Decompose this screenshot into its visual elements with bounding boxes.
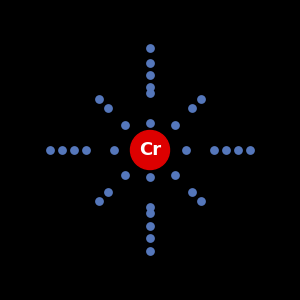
Point <box>48 148 53 152</box>
Point <box>199 97 203 101</box>
Circle shape <box>130 130 170 170</box>
Point <box>190 106 194 110</box>
Point <box>148 248 152 253</box>
Point <box>148 85 152 89</box>
Point <box>123 172 128 177</box>
Point <box>199 199 203 203</box>
Point <box>97 97 101 101</box>
Point <box>148 46 152 50</box>
Point <box>106 190 110 194</box>
Point <box>148 235 152 240</box>
Point <box>184 148 188 152</box>
Text: Cr: Cr <box>139 141 161 159</box>
Point <box>148 223 152 228</box>
Point <box>148 205 152 209</box>
Point <box>60 148 65 152</box>
Point <box>211 148 216 152</box>
Point <box>72 148 77 152</box>
Point <box>97 199 101 203</box>
Point <box>148 73 152 77</box>
Point <box>172 123 177 128</box>
Point <box>123 123 128 128</box>
Point <box>148 211 152 215</box>
Point <box>235 148 240 152</box>
Point <box>148 61 152 65</box>
Point <box>106 106 110 110</box>
Point <box>84 148 89 152</box>
Point <box>112 148 116 152</box>
Point <box>148 175 152 179</box>
Point <box>223 148 228 152</box>
Point <box>247 148 252 152</box>
Point <box>148 91 152 95</box>
Point <box>190 190 194 194</box>
Point <box>172 172 177 177</box>
Point <box>148 121 152 125</box>
